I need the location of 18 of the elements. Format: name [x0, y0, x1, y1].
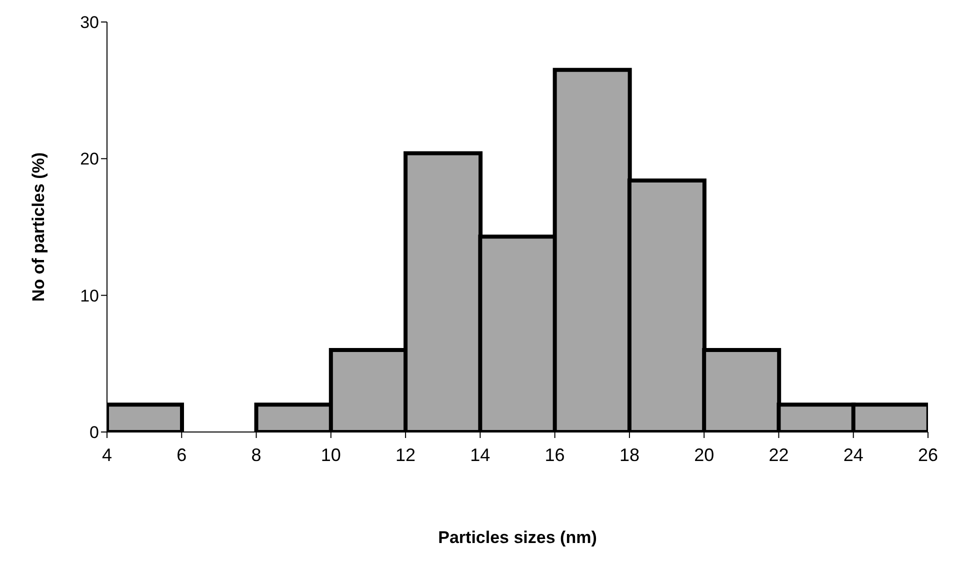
x-tick-label: 6 — [176, 444, 187, 465]
x-tick-label: 12 — [396, 444, 416, 465]
x-tick-label: 14 — [470, 444, 490, 465]
y-axis-title: No of particles (%) — [29, 152, 48, 302]
x-tick-label: 4 — [102, 444, 112, 465]
y-tick-label: 20 — [80, 150, 99, 169]
y-tick-label: 30 — [80, 13, 99, 32]
x-tick-label: 16 — [544, 444, 565, 465]
x-tick-label: 26 — [918, 444, 938, 465]
y-tick-label: 0 — [90, 423, 99, 442]
x-tick-label: 24 — [843, 444, 864, 465]
x-tick-label: 20 — [694, 444, 714, 465]
x-tick-label: 8 — [251, 444, 262, 465]
x-tick-label: 22 — [768, 444, 789, 465]
x-axis-title: Particles sizes (nm) — [438, 528, 597, 547]
x-tick-label: 18 — [619, 444, 640, 465]
y-tick-label: 10 — [80, 286, 99, 306]
x-tick-label: 10 — [320, 444, 341, 465]
